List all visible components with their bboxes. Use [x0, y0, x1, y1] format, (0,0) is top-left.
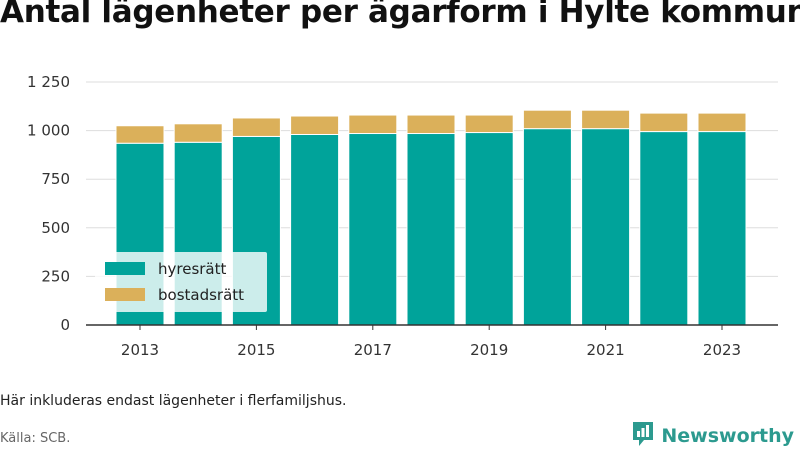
chart-title: Antal lägenheter per ägarform i Hylte ko… [0, 0, 800, 30]
x-tick-label: 2013 [121, 341, 159, 359]
y-tick-label: 1 250 [27, 73, 70, 91]
x-tick-label: 2023 [703, 341, 741, 359]
bar-hyresratt-2023 [697, 131, 747, 326]
chart-area: 0 250 500 750 1 000 1 250 2013 2015 2017 2019 202… [27, 73, 778, 359]
newsworthy-brand[interactable]: Newsworthy [631, 420, 794, 452]
legend-swatch-bostadsratt [105, 288, 145, 301]
bar-hyresratt-2021 [581, 128, 631, 326]
bar-bostadsratt-2023 [697, 112, 747, 133]
x-tick-label: 2021 [587, 341, 625, 359]
x-axis-ticks: 2013 2015 2017 2019 2021 2023 [121, 325, 741, 359]
newsworthy-logo-icon [631, 420, 655, 452]
y-tick-label: 750 [41, 170, 70, 188]
bar-bostadsratt-2018 [406, 114, 456, 135]
chart-note: Här inkluderas endast lägenheter i flerf… [0, 393, 347, 409]
y-tick-label: 250 [41, 267, 70, 285]
legend-label-hyresratt: hyresrätt [158, 260, 227, 278]
bar-hyresratt-2020 [522, 128, 572, 326]
legend-label-bostadsratt: bostadsrätt [158, 286, 244, 304]
y-tick-label: 500 [41, 219, 70, 237]
legend: hyresrätt bostadsrätt [95, 252, 267, 312]
x-tick-label: 2017 [354, 341, 392, 359]
bar-hyresratt-2019 [464, 132, 514, 326]
bar-hyresratt-2017 [348, 133, 398, 326]
legend-swatch-hyresratt [105, 262, 145, 275]
chart-source: Källa: SCB. [0, 431, 71, 446]
bar-bostadsratt-2022 [639, 112, 689, 133]
y-axis-ticks: 0 250 500 750 1 000 1 250 [27, 73, 70, 334]
bar-bostadsratt-2013 [115, 125, 165, 144]
bar-bostadsratt-2017 [348, 114, 398, 135]
bar-bostadsratt-2021 [581, 109, 631, 130]
bar-hyresratt-2022 [639, 131, 689, 326]
x-tick-label: 2019 [470, 341, 508, 359]
y-tick-label: 1 000 [27, 122, 70, 140]
x-tick-label: 2015 [237, 341, 275, 359]
bar-bostadsratt-2015 [231, 117, 281, 137]
bar-bostadsratt-2014 [173, 123, 223, 143]
bar-hyresratt-2016 [290, 133, 340, 326]
bar-hyresratt-2018 [406, 133, 456, 326]
bar-bostadsratt-2020 [522, 109, 572, 130]
newsworthy-brand-name: Newsworthy [661, 425, 794, 447]
y-tick-label: 0 [60, 316, 70, 334]
bar-bostadsratt-2019 [464, 114, 514, 134]
bar-bostadsratt-2016 [290, 115, 340, 135]
